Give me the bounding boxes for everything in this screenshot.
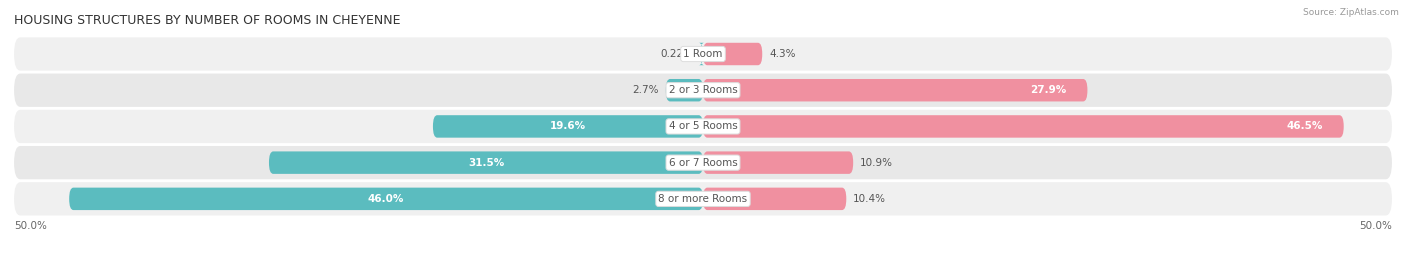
FancyBboxPatch shape <box>666 79 703 101</box>
Text: 8 or more Rooms: 8 or more Rooms <box>658 194 748 204</box>
FancyBboxPatch shape <box>14 110 1392 143</box>
Text: 1 Room: 1 Room <box>683 49 723 59</box>
FancyBboxPatch shape <box>14 37 1392 71</box>
Text: 27.9%: 27.9% <box>1031 85 1067 95</box>
FancyBboxPatch shape <box>703 115 1344 138</box>
FancyBboxPatch shape <box>14 73 1392 107</box>
Text: 2.7%: 2.7% <box>633 85 659 95</box>
FancyBboxPatch shape <box>14 146 1392 179</box>
FancyBboxPatch shape <box>703 188 846 210</box>
Text: 2 or 3 Rooms: 2 or 3 Rooms <box>669 85 737 95</box>
FancyBboxPatch shape <box>269 151 703 174</box>
Text: 50.0%: 50.0% <box>14 221 46 231</box>
Text: 50.0%: 50.0% <box>1360 221 1392 231</box>
Text: 10.9%: 10.9% <box>860 158 893 168</box>
FancyBboxPatch shape <box>703 79 1087 101</box>
Text: HOUSING STRUCTURES BY NUMBER OF ROOMS IN CHEYENNE: HOUSING STRUCTURES BY NUMBER OF ROOMS IN… <box>14 14 401 27</box>
Text: 6 or 7 Rooms: 6 or 7 Rooms <box>669 158 737 168</box>
Text: 31.5%: 31.5% <box>468 158 505 168</box>
Text: 46.5%: 46.5% <box>1286 121 1323 132</box>
FancyBboxPatch shape <box>699 43 704 65</box>
FancyBboxPatch shape <box>14 182 1392 215</box>
FancyBboxPatch shape <box>69 188 703 210</box>
Text: 4.3%: 4.3% <box>769 49 796 59</box>
Text: 0.22%: 0.22% <box>659 49 693 59</box>
FancyBboxPatch shape <box>433 115 703 138</box>
Text: Source: ZipAtlas.com: Source: ZipAtlas.com <box>1303 8 1399 17</box>
Text: 19.6%: 19.6% <box>550 121 586 132</box>
FancyBboxPatch shape <box>703 151 853 174</box>
Text: 10.4%: 10.4% <box>853 194 886 204</box>
Text: 4 or 5 Rooms: 4 or 5 Rooms <box>669 121 737 132</box>
Text: 46.0%: 46.0% <box>368 194 405 204</box>
FancyBboxPatch shape <box>703 43 762 65</box>
